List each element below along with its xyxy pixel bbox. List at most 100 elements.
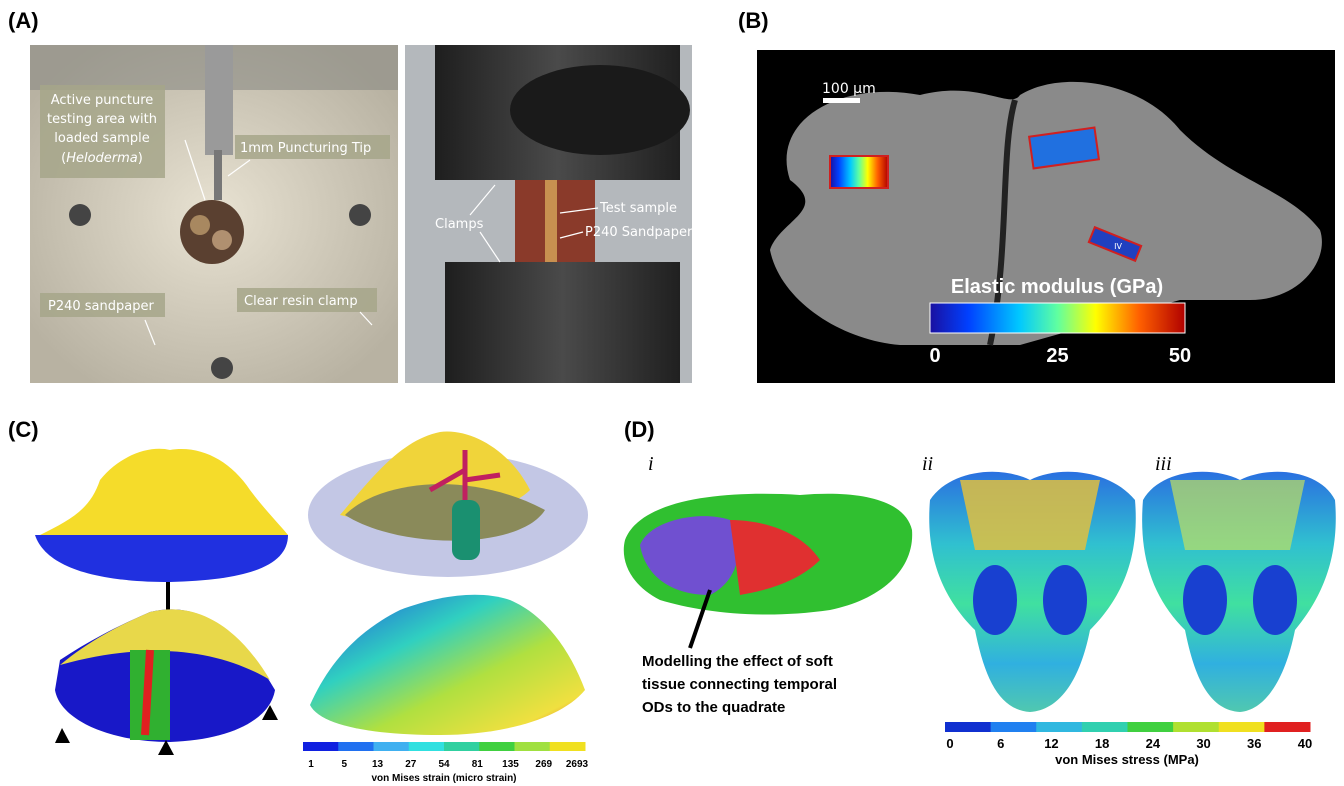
annotation: tissue connecting temporal [642, 676, 837, 693]
stress-hotspot [960, 480, 1100, 550]
scale-label: 100 µm [822, 81, 876, 97]
arrows [469, 184, 599, 263]
colorbar-segment [1218, 722, 1265, 732]
colorbar-tick-label: 6 [997, 736, 1004, 751]
panel-label: (C) [8, 417, 39, 442]
colorbar-tick-label: 269 [535, 759, 552, 770]
annotation-box [40, 293, 165, 317]
colorbar-segment [408, 742, 445, 751]
puncture-tip [214, 150, 222, 200]
annotation: Clear resin clamp [244, 294, 358, 309]
colorbar-segment [514, 742, 551, 751]
annotation: P240 Sandpaper [585, 225, 693, 240]
screw [211, 357, 233, 379]
supports [55, 705, 278, 755]
annotation: testing area with [47, 112, 157, 127]
colorbar-title: von Mises stress (MPa) [1055, 752, 1199, 767]
roi-label: IV [1114, 242, 1122, 251]
scale-bar [823, 98, 860, 103]
panel-label: (D) [624, 417, 655, 442]
sub-label: iii [1155, 453, 1172, 475]
stress-region [1170, 480, 1305, 550]
sub-label: i [648, 453, 654, 475]
mesh-top [60, 609, 270, 680]
annotation: Test sample [599, 201, 677, 216]
roi [1027, 126, 1101, 170]
colorbar: 1 5 13 27 54 81 135 269 2693 [303, 742, 589, 770]
colorbar-tick-label: 36 [1247, 736, 1261, 751]
annotation-box [237, 288, 377, 312]
colorbar-segment [338, 742, 374, 751]
colorbar-segment [1264, 722, 1311, 732]
colorbar-tick-label: 81 [472, 759, 484, 770]
arrow [688, 589, 712, 649]
model-vessels [428, 450, 501, 500]
colorbar-segment [1036, 722, 1083, 732]
colorbar [929, 302, 1186, 334]
colorbar-tick-label: 54 [438, 759, 450, 770]
test-sample [545, 180, 557, 262]
colorbar-tick-label: 40 [1298, 736, 1312, 751]
annotation: loaded sample [54, 131, 149, 146]
knob [510, 65, 690, 155]
colorbar-ticks: 0 25 50 [929, 345, 1191, 367]
model-base [35, 535, 288, 582]
panel-label: (B) [738, 8, 769, 33]
colorbar-segment [549, 742, 586, 751]
orbit [1183, 565, 1227, 635]
annotation: ( [61, 151, 66, 166]
annotation: Modelling the effect of soft [642, 653, 833, 670]
clamp-bottom [445, 262, 680, 383]
colorbar: 0 6 12 18 24 30 36 40 [945, 722, 1312, 751]
colorbar-tick-label: 50 [1169, 345, 1191, 367]
mesh-channel [141, 649, 154, 736]
sub-label: ii [922, 453, 933, 475]
colorbar-tick-label: 25 [1046, 345, 1068, 367]
annotation-box [235, 135, 390, 159]
colorbar-tick-label: 27 [405, 759, 417, 770]
arrows [144, 139, 373, 346]
colorbar-tick-label: 0 [946, 736, 953, 751]
colorbar-segment [1127, 722, 1174, 732]
colorbar-segment [945, 722, 992, 732]
colorbar-segment [990, 722, 1037, 732]
colorbar-segment [373, 742, 410, 751]
sample-hole [180, 200, 244, 264]
panel-label: (A) [8, 8, 39, 33]
colorbar-tick-label: 5 [341, 759, 347, 770]
colorbar-tick-label: 12 [1044, 736, 1058, 751]
sample [190, 215, 210, 235]
annotation: 1mm Puncturing Tip [240, 141, 371, 156]
orbit [973, 565, 1017, 635]
screw [69, 204, 91, 226]
colorbar-tick-label: 24 [1146, 736, 1161, 751]
skull-osteoderms [640, 516, 739, 595]
roi [1087, 225, 1143, 263]
screw [349, 204, 371, 226]
colorbar-tick-label: 13 [372, 759, 384, 770]
colorbar-segment [1173, 722, 1220, 732]
colorbar-segment [1081, 722, 1128, 732]
colorbar-tick-label: 135 [502, 759, 519, 770]
annotation: (Heloderma) [61, 151, 143, 166]
model-top [40, 448, 288, 535]
annotation-species: Heloderma [66, 151, 138, 166]
sample [212, 230, 232, 250]
model-core [452, 500, 480, 560]
colorbar-segment [444, 742, 480, 751]
annotation-box [40, 85, 165, 178]
colorbar-title: von Mises strain (micro strain) [371, 773, 516, 784]
colorbar-tick-label: 1 [308, 759, 314, 770]
colorbar-title: Elastic modulus (GPa) [951, 276, 1163, 298]
annotation: ODs to the quadrate [642, 699, 785, 716]
orbit [1253, 565, 1297, 635]
puncture-rod [205, 45, 233, 155]
model-inner [345, 484, 545, 541]
colorbar-segment [479, 742, 515, 751]
annotation: P240 sandpaper [48, 299, 154, 314]
colorbar-segment [303, 742, 339, 751]
skull-muscle [730, 520, 820, 595]
annotation: ) [138, 151, 143, 166]
colorbar-tick-label: 2693 [566, 759, 589, 770]
